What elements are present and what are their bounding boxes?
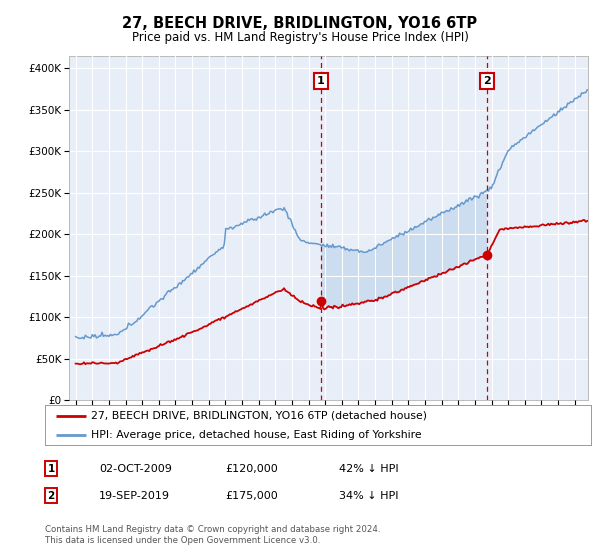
Text: 27, BEECH DRIVE, BRIDLINGTON, YO16 6TP: 27, BEECH DRIVE, BRIDLINGTON, YO16 6TP: [122, 16, 478, 31]
Text: 1: 1: [317, 76, 325, 86]
Text: 1: 1: [47, 464, 55, 474]
Text: 34% ↓ HPI: 34% ↓ HPI: [339, 491, 398, 501]
Text: 27, BEECH DRIVE, BRIDLINGTON, YO16 6TP (detached house): 27, BEECH DRIVE, BRIDLINGTON, YO16 6TP (…: [91, 411, 427, 421]
Text: 2: 2: [483, 76, 491, 86]
Text: 42% ↓ HPI: 42% ↓ HPI: [339, 464, 398, 474]
Text: HPI: Average price, detached house, East Riding of Yorkshire: HPI: Average price, detached house, East…: [91, 430, 422, 440]
Text: 19-SEP-2019: 19-SEP-2019: [99, 491, 170, 501]
Text: £175,000: £175,000: [225, 491, 278, 501]
Text: Contains HM Land Registry data © Crown copyright and database right 2024.
This d: Contains HM Land Registry data © Crown c…: [45, 525, 380, 545]
Text: Price paid vs. HM Land Registry's House Price Index (HPI): Price paid vs. HM Land Registry's House …: [131, 31, 469, 44]
Text: 2: 2: [47, 491, 55, 501]
Text: 02-OCT-2009: 02-OCT-2009: [99, 464, 172, 474]
Text: £120,000: £120,000: [225, 464, 278, 474]
